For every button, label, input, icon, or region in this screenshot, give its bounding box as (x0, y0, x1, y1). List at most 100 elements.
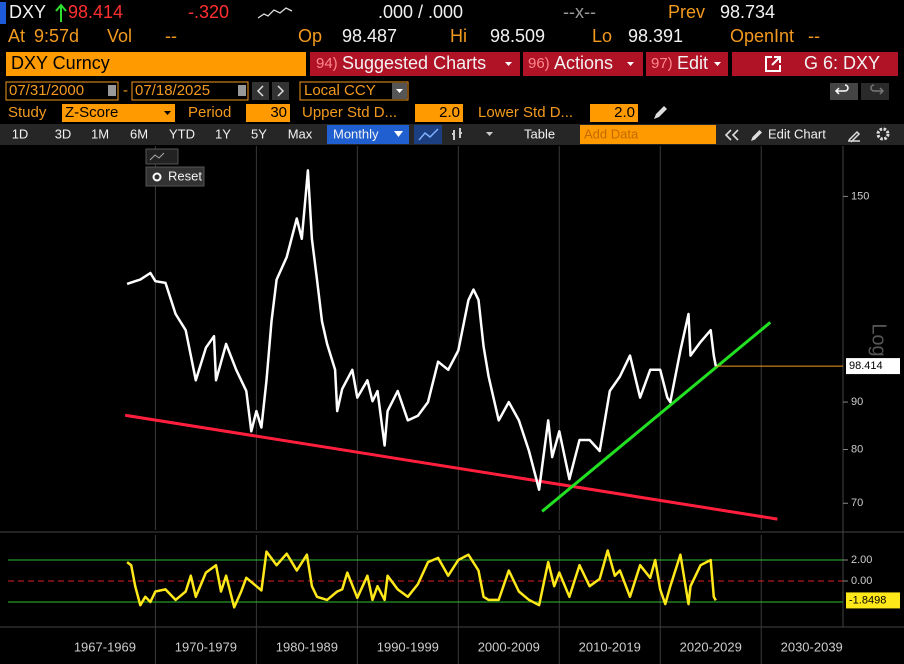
page-button[interactable] (732, 52, 898, 76)
plot-area: 70 80 90 150 Log 98.414 1967-1969 1970-1979 1980… (0, 146, 904, 664)
right-icon (277, 85, 285, 97)
lower: 2.0 (614, 104, 635, 121)
ticker-tag (0, 2, 6, 24)
pencil-icon[interactable] (654, 106, 667, 119)
upper: 2.0 (439, 104, 460, 121)
y-tick-label: 90 (851, 396, 863, 408)
y-tick-label: 150 (851, 190, 869, 202)
bid-ask: .000 / .000 (378, 2, 463, 22)
net-change: -.320 (188, 2, 229, 22)
prev-label: Prev (668, 2, 705, 22)
pencil-icon (751, 130, 762, 141)
range-tab[interactable]: 1Y (215, 126, 231, 141)
time-label: At (8, 26, 25, 46)
menu-label: Actions (554, 53, 613, 73)
upper-field[interactable] (415, 104, 463, 122)
series-line (126, 549, 717, 609)
range-tabs: 1D 3D 1M 6M YTD 1Y 5Y Max (12, 126, 313, 141)
vol-value: -- (165, 26, 177, 46)
currency-field[interactable] (299, 81, 409, 101)
table-button[interactable]: Table (524, 126, 555, 141)
launch-icon (765, 56, 781, 72)
up-arrow (55, 3, 67, 22)
range-tab[interactable]: 3D (55, 126, 72, 141)
range-tab[interactable]: 1D (12, 126, 29, 141)
x-period-label: 1967-1969 (74, 639, 136, 654)
dropdown-icon[interactable] (486, 132, 493, 136)
reset-button[interactable] (145, 166, 205, 187)
last-value-label: 98.414 (849, 360, 883, 372)
menu-number: 94) (316, 55, 338, 72)
lower-field[interactable] (590, 104, 638, 122)
security: DXY Curncy (11, 53, 110, 73)
currency: Local CCY (304, 82, 376, 99)
menu-actions[interactable]: 96) Actions (523, 52, 643, 76)
study: Z-Score (65, 104, 118, 121)
redo-icon (870, 84, 885, 95)
menu-suggested[interactable]: 94) Suggested Charts (310, 52, 520, 76)
range-tab[interactable]: 5Y (251, 126, 267, 141)
end-date: 07/18/2025 (135, 82, 210, 99)
last-value-tag (846, 358, 900, 375)
frequency-button[interactable] (327, 125, 409, 144)
start-date: 07/31/2000 (9, 82, 84, 99)
dropdown-icon (714, 62, 721, 66)
calendar-icon[interactable] (238, 85, 246, 96)
dropdown-icon (627, 62, 634, 66)
menu-button[interactable] (646, 52, 728, 76)
last-value-label: -1.8498 (849, 594, 886, 606)
period-field[interactable] (246, 104, 290, 122)
lower-label: Lower Std D... (478, 104, 573, 121)
high-value: 98.509 (490, 26, 545, 46)
range-tab[interactable]: 6M (130, 126, 148, 141)
chart-type-button[interactable] (145, 148, 179, 165)
frequency: Monthly (333, 126, 379, 141)
dropdown-icon (505, 62, 512, 66)
last-value-tag (846, 592, 900, 609)
add-data-field[interactable] (580, 125, 716, 144)
start-date-field[interactable] (5, 81, 119, 101)
reset-icon (152, 172, 162, 182)
low-value: 98.391 (628, 26, 683, 46)
bar-icon[interactable] (452, 128, 462, 140)
oi-value: -- (808, 26, 820, 46)
edit-chart[interactable]: Edit Chart (768, 126, 826, 141)
menu-button[interactable] (310, 52, 520, 76)
upper-label: Upper Std D... (302, 104, 397, 121)
range-tab[interactable]: Max (288, 126, 313, 141)
collapse-icon[interactable] (724, 129, 739, 141)
open-value: 98.487 (342, 26, 397, 46)
next-button[interactable] (272, 82, 289, 100)
menu-number: 97) (651, 55, 673, 72)
low-label: Lo (592, 26, 612, 46)
trendline (124, 413, 778, 521)
x-period-label: 2030-2039 (781, 639, 843, 654)
menu-button[interactable] (523, 52, 643, 76)
period: 30 (270, 104, 287, 121)
range-tab[interactable]: YTD (169, 126, 195, 141)
annotate-icon[interactable] (848, 130, 861, 143)
prev-value: 98.734 (720, 2, 775, 22)
undo-icon (834, 84, 849, 95)
study-label: Study (8, 104, 47, 121)
end-date-field[interactable] (131, 81, 249, 101)
chart-type-icon (149, 152, 165, 161)
sparkline-icon (257, 7, 293, 19)
vol-label: Vol (107, 26, 132, 46)
y-tick-label: 70 (851, 497, 863, 509)
x-period-label: 2010-2019 (579, 639, 641, 654)
settings-icon[interactable] (876, 127, 890, 141)
study-field[interactable] (62, 104, 175, 122)
security-field[interactable] (6, 52, 306, 76)
menu-edit[interactable]: 97) Edit (646, 52, 728, 76)
dropdown-icon (396, 89, 403, 93)
open-label: Op (298, 26, 322, 46)
oi-label: OpenInt (730, 26, 794, 46)
prev-button[interactable] (252, 82, 269, 100)
x-period-label: 1970-1979 (175, 639, 237, 654)
range-tab[interactable]: 1M (91, 126, 109, 141)
calendar-icon[interactable] (108, 85, 116, 96)
page-id: G 6: DXY (804, 53, 880, 73)
y-tick-label: 2.00 (851, 554, 872, 566)
x-period-label: 2020-2029 (680, 639, 742, 654)
